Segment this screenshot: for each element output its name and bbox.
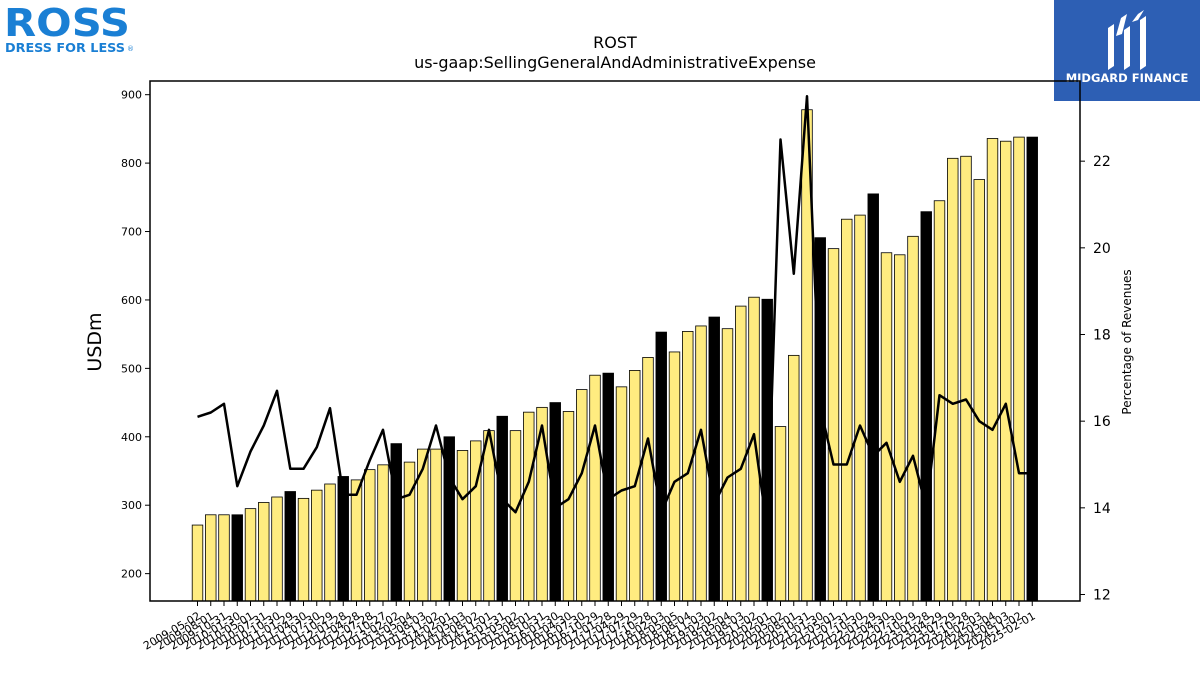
bar xyxy=(324,483,336,602)
y-tick-label: 800 xyxy=(121,157,142,170)
y2-tick-label: 16 xyxy=(1093,414,1111,430)
y-axis-label: USDm xyxy=(84,312,106,371)
y2-tick-label: 22 xyxy=(1093,154,1111,170)
ross-logo: ROSS DRESS FOR LESS ® xyxy=(4,1,136,56)
bar xyxy=(258,502,270,602)
bar xyxy=(284,491,296,602)
y2-tick-label: 20 xyxy=(1093,241,1111,257)
ross-logo-mark: ROSS DRESS FOR LESS ® xyxy=(4,1,134,55)
bar xyxy=(1000,140,1012,602)
bar xyxy=(430,448,442,602)
bar xyxy=(456,450,469,602)
bar xyxy=(695,325,707,602)
bar xyxy=(642,357,654,602)
bar xyxy=(496,415,508,602)
chart-title: ROST xyxy=(593,33,637,52)
bar xyxy=(682,331,694,602)
y-tick-label: 700 xyxy=(121,226,142,239)
y-tick-label: 900 xyxy=(121,89,142,102)
bar-series xyxy=(191,109,1038,602)
bar xyxy=(364,469,376,602)
bar xyxy=(973,179,985,602)
bar xyxy=(788,354,800,602)
bar xyxy=(562,411,575,602)
bar xyxy=(297,497,310,602)
bar xyxy=(417,448,429,602)
bar xyxy=(748,296,760,602)
ross-wordmark: ROSS xyxy=(4,4,130,45)
y-tick-label: 600 xyxy=(121,294,142,307)
bar xyxy=(827,248,840,602)
bar xyxy=(907,235,919,602)
y2-tick-label: 12 xyxy=(1093,588,1111,604)
chart-subtitle: us-gaap:SellingGeneralAndAdministrativeE… xyxy=(414,53,816,72)
midgard-finance-mark: MIDGARD FINANCE xyxy=(1066,10,1189,85)
midgard-emblem-icon xyxy=(1108,10,1146,70)
y2-axis-label: Percentage of Revenues xyxy=(1120,269,1134,414)
midgard-finance-logo: MIDGARD FINANCE xyxy=(1054,0,1200,101)
bar xyxy=(390,443,402,602)
bar xyxy=(920,211,932,602)
bar xyxy=(1013,136,1025,602)
bar xyxy=(377,464,389,602)
bar xyxy=(867,193,879,602)
ross-tagline: DRESS FOR LESS xyxy=(5,41,125,55)
bar xyxy=(509,430,522,602)
midgard-wordmark: MIDGARD FINANCE xyxy=(1066,71,1189,85)
percentage-line-series xyxy=(197,94,1033,531)
bar xyxy=(668,351,681,602)
y2-tick-label: 18 xyxy=(1093,328,1111,344)
bar xyxy=(576,389,588,602)
bar xyxy=(244,508,257,602)
bar xyxy=(218,514,230,602)
bar xyxy=(311,489,323,602)
bar xyxy=(602,372,614,602)
axes: 2003004005006007008009001214161820222009… xyxy=(121,80,1111,653)
bar xyxy=(191,524,204,602)
bar xyxy=(721,328,734,602)
bar xyxy=(841,218,853,602)
bar xyxy=(894,254,906,602)
y-tick-label: 300 xyxy=(121,499,142,512)
bar xyxy=(1026,136,1038,602)
y-tick-label: 500 xyxy=(121,362,142,375)
bar xyxy=(403,461,416,602)
bar xyxy=(735,305,747,602)
bar xyxy=(350,479,363,602)
plot-frame xyxy=(149,80,1081,602)
bar xyxy=(470,440,482,602)
bar xyxy=(986,138,999,602)
y-tick-label: 200 xyxy=(121,568,142,581)
bar xyxy=(880,252,893,602)
ross-registered-mark: ® xyxy=(127,45,134,53)
bar xyxy=(947,157,959,602)
bar xyxy=(483,430,495,602)
bar xyxy=(523,411,535,602)
y-tick-label: 400 xyxy=(121,431,142,444)
bar xyxy=(205,514,217,602)
bar xyxy=(655,331,667,602)
bar xyxy=(854,214,866,602)
bar xyxy=(231,514,243,602)
bar xyxy=(589,374,601,602)
bar xyxy=(960,155,972,602)
bar xyxy=(271,496,283,602)
bar xyxy=(774,426,787,602)
percentage-line xyxy=(197,94,1033,531)
y2-tick-label: 14 xyxy=(1093,501,1111,517)
bar xyxy=(708,316,720,602)
